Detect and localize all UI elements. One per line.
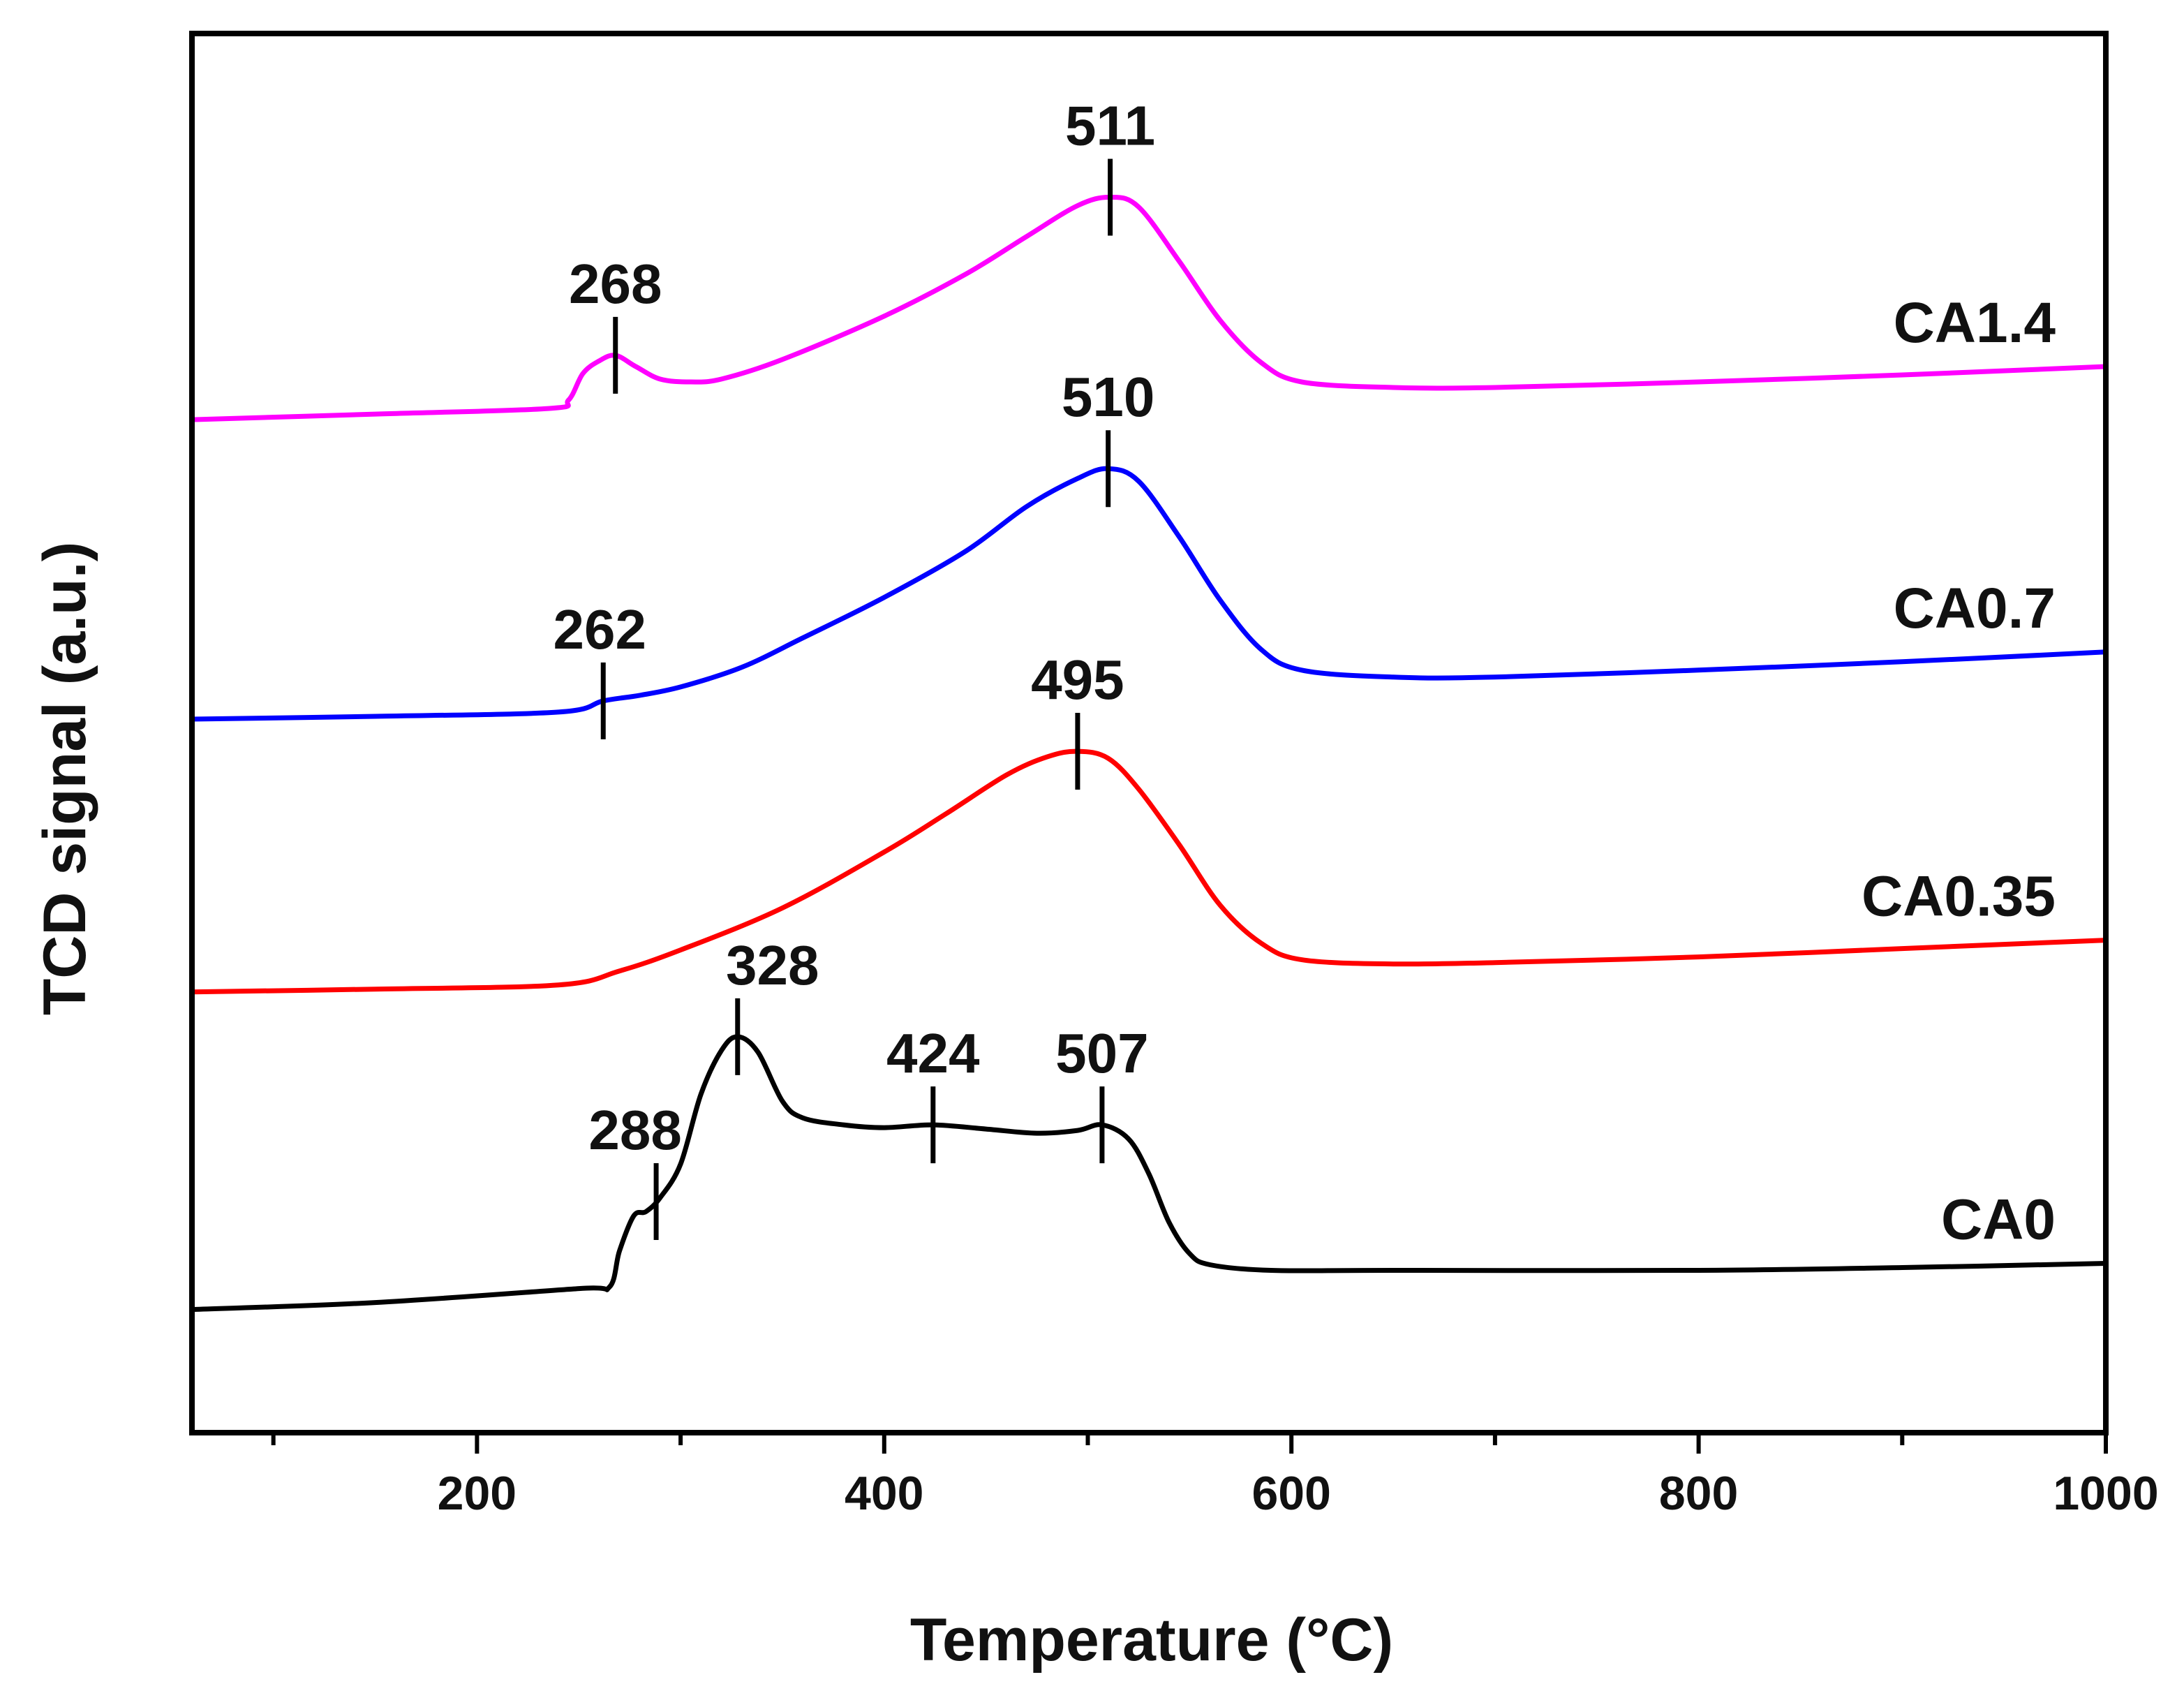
x-tick-label: 400 bbox=[845, 1467, 923, 1520]
tpr-chart: 200 400 600 800 1000 288 328 424 507 CA0 495 CA0.3… bbox=[0, 0, 2184, 1691]
series-line-ca0-7 bbox=[192, 468, 2106, 719]
series-label-ca0-35: CA0.35 bbox=[1862, 865, 2056, 929]
peak-label: 495 bbox=[1031, 649, 1124, 711]
plot-frame bbox=[192, 34, 2106, 1433]
axes: 200 400 600 800 1000 bbox=[274, 1433, 2159, 1520]
x-tick-label: 800 bbox=[1659, 1467, 1738, 1520]
series-group bbox=[192, 197, 2106, 1309]
x-axis-label: Temperature (°C) bbox=[910, 1607, 1393, 1674]
series-line-ca0 bbox=[192, 1037, 2106, 1310]
x-tick-label: 1000 bbox=[2053, 1467, 2158, 1520]
series-label-ca0: CA0 bbox=[1941, 1188, 2056, 1252]
y-axis-label: TCD signal (a.u.) bbox=[31, 542, 98, 1015]
peak-label: 268 bbox=[569, 253, 662, 315]
peak-label: 288 bbox=[588, 1099, 681, 1161]
peak-label: 507 bbox=[1055, 1022, 1148, 1084]
peak-label: 511 bbox=[1065, 94, 1155, 156]
x-tick-label: 200 bbox=[438, 1467, 517, 1520]
series-label-ca0-7: CA0.7 bbox=[1894, 577, 2056, 640]
peak-label: 510 bbox=[1062, 366, 1154, 428]
peak-label: 424 bbox=[886, 1022, 980, 1084]
peak-label: 262 bbox=[553, 598, 646, 660]
series-label-ca1-4: CA1.4 bbox=[1894, 291, 2056, 355]
x-tick-label: 600 bbox=[1251, 1467, 1330, 1520]
series-line-ca0-35 bbox=[192, 751, 2106, 992]
peak-label: 328 bbox=[726, 934, 819, 996]
